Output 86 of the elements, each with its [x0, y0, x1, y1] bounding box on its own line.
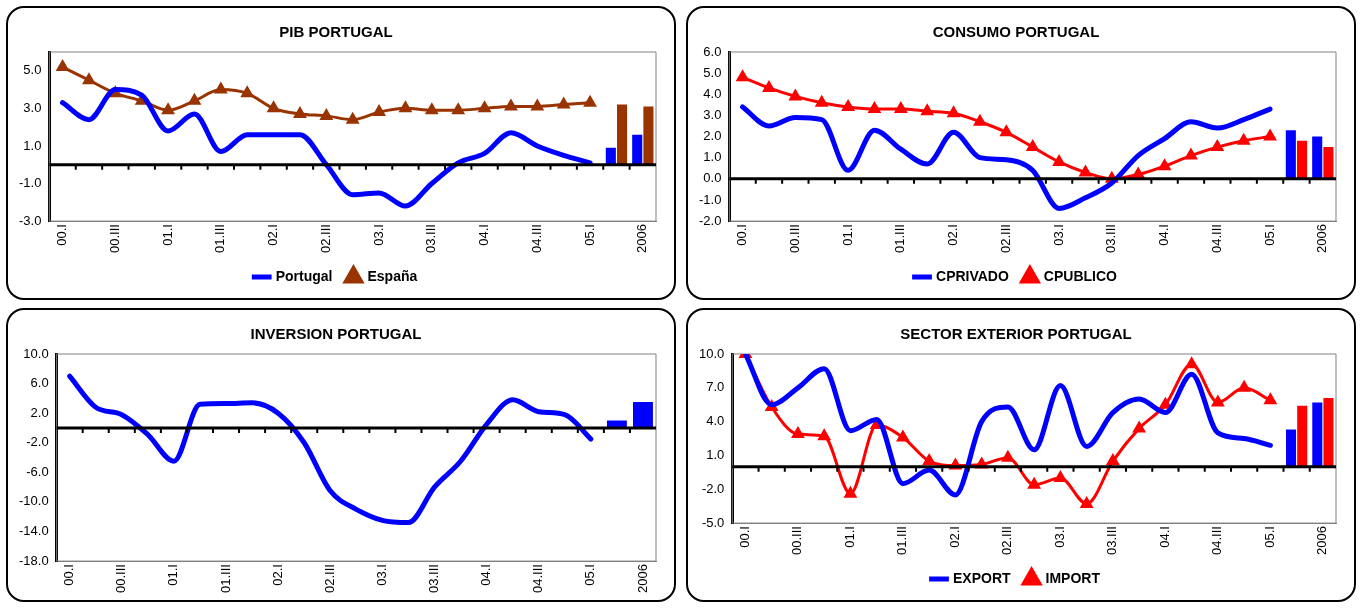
- y-tick-label: 2.0: [30, 404, 49, 420]
- y-tick-label: 4.0: [703, 85, 722, 101]
- x-tick-label: 00.I: [734, 224, 750, 246]
- y-tick-label: -6.0: [26, 463, 49, 479]
- y-tick-label: 1.0: [706, 447, 725, 463]
- x-tick-label: 03.I: [370, 224, 386, 246]
- legend-label: CPRIVADO: [936, 267, 1009, 284]
- y-tick-label: -2.0: [26, 434, 49, 450]
- y-tick-label: 7.0: [706, 379, 725, 395]
- legend-label: España: [367, 267, 418, 284]
- x-tick-label: 03.III: [1103, 224, 1119, 253]
- x-tick-label: 02.I: [946, 526, 962, 548]
- x-tick-label: 02.III: [317, 224, 333, 253]
- legend-label: Portugal: [275, 267, 333, 284]
- x-tick-label: 00.I: [54, 224, 70, 246]
- y-tick-label: 5.0: [23, 62, 42, 78]
- y-tick-label: 6.0: [30, 375, 49, 391]
- x-tick-label: 02.III: [997, 224, 1013, 253]
- y-tick-label: -2.0: [701, 480, 725, 496]
- x-tick-label: 02.I: [265, 224, 281, 246]
- chart-title: INVERSION PORTUGAL: [250, 325, 422, 343]
- y-tick-label: -1.0: [698, 191, 722, 207]
- x-tick-label: 2006: [1314, 526, 1330, 555]
- x-tick-label: 04.I: [1156, 224, 1172, 246]
- chart-title: SECTOR EXTERIOR PORTUGAL: [900, 325, 1132, 343]
- x-tick-label: 01.III: [217, 564, 233, 593]
- y-tick-label: 1.0: [703, 149, 722, 165]
- x-tick-label: 2006: [1314, 224, 1330, 253]
- y-tick-label: -1.0: [18, 175, 42, 191]
- x-tick-label: 03.III: [1104, 526, 1120, 555]
- x-tick-label: 00.I: [737, 526, 752, 548]
- x-tick-label: 01.III: [212, 224, 228, 253]
- x-tick-label: 01.III: [892, 224, 908, 253]
- legend-label: CPUBLICO: [1043, 267, 1118, 284]
- x-tick-label: 04.III: [1209, 526, 1225, 555]
- x-tick-label: 00.III: [789, 526, 805, 555]
- y-tick-label: 3.0: [703, 106, 722, 122]
- y-tick-label: -18.0: [18, 552, 49, 568]
- x-tick-label: 02.III: [999, 526, 1015, 555]
- x-tick-label: 01.III: [894, 526, 910, 555]
- legend-label: IMPORT: [1045, 569, 1101, 586]
- y-tick-label: -10.0: [18, 493, 49, 509]
- y-tick-label: 5.0: [703, 64, 722, 80]
- y-tick-label: -5.0: [701, 514, 725, 530]
- x-tick-label: 03.I: [1050, 224, 1066, 246]
- x-tick-label: 2006: [634, 224, 650, 253]
- x-tick-label: 00.I: [61, 564, 77, 586]
- x-tick-label: 04.III: [530, 564, 546, 593]
- x-tick-label: 00.III: [106, 224, 122, 253]
- x-tick-label: 05.I: [581, 224, 597, 246]
- y-tick-label: 0.0: [703, 170, 722, 186]
- y-tick-label: 3.0: [23, 99, 42, 115]
- x-tick-label: 2006: [634, 564, 650, 593]
- x-tick-label: 00.III: [113, 564, 129, 593]
- x-tick-label: 04.I: [1156, 526, 1172, 548]
- x-tick-label: 03.III: [426, 564, 442, 593]
- y-tick-label: -3.0: [18, 212, 42, 228]
- x-tick-label: 05.I: [582, 564, 598, 586]
- x-tick-label: 04.III: [1208, 224, 1224, 253]
- x-tick-label: 01.I: [841, 526, 857, 548]
- y-tick-label: -14.0: [18, 523, 49, 539]
- y-tick-label: 2.0: [703, 128, 722, 144]
- x-tick-label: 05.I: [1261, 224, 1277, 246]
- x-tick-label: 04.I: [476, 224, 492, 246]
- y-tick-label: 1.0: [23, 137, 42, 153]
- chart-title: PIB PORTUGAL: [279, 23, 393, 41]
- x-tick-label: 03.III: [423, 224, 439, 253]
- x-tick-label: 01.I: [839, 224, 855, 246]
- y-tick-label: 4.0: [706, 413, 725, 429]
- x-tick-label: 04.III: [528, 224, 544, 253]
- x-tick-label: 02.I: [269, 564, 285, 586]
- x-tick-label: 04.I: [478, 564, 494, 586]
- chart-title: CONSUMO PORTUGAL: [932, 23, 1100, 41]
- x-tick-label: 02.I: [945, 224, 961, 246]
- x-tick-label: 00.III: [786, 224, 802, 253]
- x-tick-label: 01.I: [159, 224, 175, 246]
- x-tick-label: 02.III: [321, 564, 337, 593]
- x-tick-label: 03.I: [1051, 526, 1067, 548]
- y-tick-label: 10.0: [698, 345, 725, 361]
- x-tick-label: 03.I: [373, 564, 389, 586]
- x-tick-label: 01.I: [165, 564, 181, 586]
- x-tick-label: 05.I: [1261, 526, 1277, 548]
- legend-label: EXPORT: [953, 569, 1012, 586]
- y-tick-label: -2.0: [698, 212, 722, 228]
- y-tick-label: 10.0: [23, 345, 49, 361]
- y-tick-label: 6.0: [703, 43, 722, 59]
